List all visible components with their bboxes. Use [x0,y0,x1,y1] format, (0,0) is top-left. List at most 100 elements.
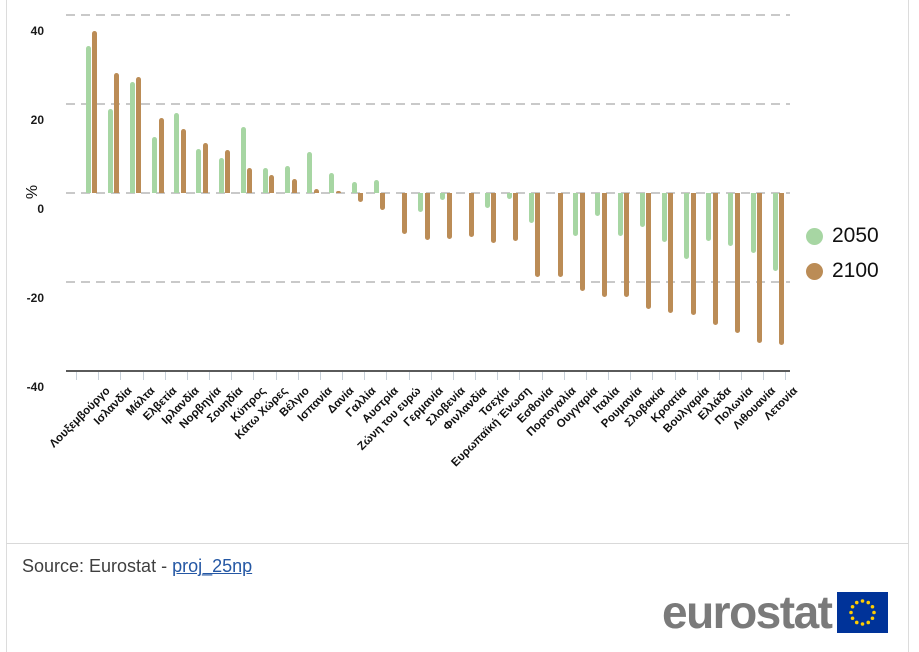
x-tick-mark [408,371,410,380]
bar-2100-Βουλγαρία[interactable] [690,193,696,316]
bar-2050-Πολωνία[interactable] [728,193,734,246]
bar-2050-Σουηδία[interactable] [218,157,224,193]
bar-2100-Ιταλία[interactable] [601,193,607,298]
bar-2100-Ελβετία[interactable] [158,118,164,193]
x-tick-mark [741,371,743,380]
x-tick-mark [364,371,366,380]
bar-2050-Ευρωπαϊκή Ένωση[interactable] [506,193,512,199]
bar-2050-Λουξεμβούργο[interactable] [85,46,91,193]
bar-2100-Γερμανία[interactable] [424,193,430,240]
eurostat-logo-text: eurostat [662,586,833,638]
bar-2100-Σλοβακία[interactable] [646,193,652,309]
figure-right-border [908,0,909,652]
x-tick-mark [608,371,610,380]
y-tick-label--40: -40 [26,379,44,394]
gridline-20 [66,103,790,106]
x-tick-mark [275,371,277,380]
x-tick-mark [563,371,565,380]
legend-swatch-2050 [806,227,823,245]
bar-2050-Αυστρία[interactable] [373,180,379,193]
legend-item-2100[interactable]: 2100 [806,259,879,283]
y-axis-title: % [24,184,42,200]
gridline-40 [66,14,790,17]
bar-2050-Μάλτα[interactable] [129,81,135,193]
bar-2050-Ιταλία[interactable] [595,193,601,217]
x-tick-mark [142,371,144,380]
footer-divider [6,543,909,544]
bar-2100-Πολωνία[interactable] [734,193,740,333]
bar-2100-Ουγγαρία[interactable] [579,193,585,291]
bar-2100-Δανία[interactable] [335,190,341,193]
y-tick-label-20: 20 [30,113,44,128]
bar-2100-Κροατία[interactable] [668,193,674,313]
bar-2050-Ρουμανία[interactable] [617,193,623,237]
x-tick-mark [785,371,787,380]
bar-2050-Βουλγαρία[interactable] [684,193,690,259]
x-tick-mark [452,371,454,380]
bar-2050-Λετονία[interactable] [772,193,778,271]
bar-2100-Φινλανδία[interactable] [468,193,474,238]
legend-label-2050: 2050 [832,224,879,247]
bar-2100-Ζώνη του ευρώ[interactable] [402,193,408,235]
bar-2100-Λιθουανία[interactable] [757,193,763,343]
legend-label-2100: 2100 [832,259,879,282]
bar-2100-Κύπρος[interactable] [247,168,253,193]
bar-2100-Ρουμανία[interactable] [624,193,630,298]
bar-2100-Ελλάδα[interactable] [712,193,718,325]
bar-2050-Δανία[interactable] [329,173,335,193]
x-tick-mark [297,371,299,380]
bar-2050-Σλοβακία[interactable] [639,193,645,228]
bar-2050-Ισλανδία[interactable] [107,108,113,193]
x-tick-mark [674,371,676,380]
bar-2100-Μάλτα[interactable] [136,77,142,193]
source-dataset-link[interactable]: proj_25np [172,556,253,576]
bar-2100-Νορβηγία[interactable] [202,142,208,193]
bar-2100-Σουηδία[interactable] [225,150,231,193]
bar-2050-Κροατία[interactable] [661,193,667,242]
bar-2100-Τσεχία[interactable] [491,193,497,243]
bar-2050-Τσεχία[interactable] [484,193,490,209]
bar-2100-Ισπανία[interactable] [313,188,319,193]
bar-2100-Ιρλανδία[interactable] [180,129,186,193]
bar-2100-Βέλγιο[interactable] [291,179,297,193]
bar-2100-Ευρωπαϊκή Ένωση[interactable] [513,193,519,241]
bar-2050-Εσθονία[interactable] [528,193,534,223]
bar-2100-Ισλανδία[interactable] [114,73,120,193]
y-tick-label-0: 0 [37,202,44,216]
x-tick-mark [430,371,432,380]
bar-2050-Ελβετία[interactable] [152,136,157,193]
x-tick-mark [497,371,499,380]
bar-2050-Κύπρος[interactable] [240,127,246,193]
x-axis-line [66,369,790,372]
x-tick-mark [519,371,521,380]
bar-2100-Εσθονία[interactable] [535,193,541,277]
x-tick-mark [475,371,477,380]
bar-2100-Λετονία[interactable] [779,193,785,345]
bar-2050-Σλοβενία[interactable] [440,193,446,200]
bar-2100-Αυστρία[interactable] [380,193,386,210]
bar-2100-Κάτω Χώρες[interactable] [269,175,275,193]
source-line: Source: Eurostat - proj_25np [22,556,252,577]
legend-item-2050[interactable]: 2050 [806,224,879,248]
x-tick-mark [585,371,587,380]
bar-2100-Γαλλία[interactable] [358,193,364,202]
bar-2050-Κάτω Χώρες[interactable] [262,167,268,193]
x-tick-mark [164,371,166,380]
x-tick-mark [763,371,765,380]
bar-2050-Νορβηγία[interactable] [196,148,202,193]
bar-2050-Ισπανία[interactable] [307,152,313,193]
bar-2100-Λουξεμβούργο[interactable] [92,30,97,193]
bar-2050-Λιθουανία[interactable] [750,193,756,253]
bar-2050-Γαλλία[interactable] [351,181,357,193]
bar-2100-Σλοβενία[interactable] [446,193,452,239]
bar-chart: % 40 20 0 -20 -40 Λουξεμβούργο Ισλανδία Μάλτα Ε… [24,14,879,469]
bar-2050-Ουγγαρία[interactable] [573,193,579,236]
bar-2050-Ιρλανδία[interactable] [174,113,180,193]
x-tick-mark [209,371,211,380]
x-tick-mark [186,371,188,380]
bar-2100-Πορτογαλία[interactable] [557,193,563,278]
x-tick-mark [652,371,654,380]
bar-2050-Βέλγιο[interactable] [285,166,291,193]
bar-2050-Γερμανία[interactable] [418,193,424,212]
bar-2050-Ελλάδα[interactable] [706,193,712,241]
